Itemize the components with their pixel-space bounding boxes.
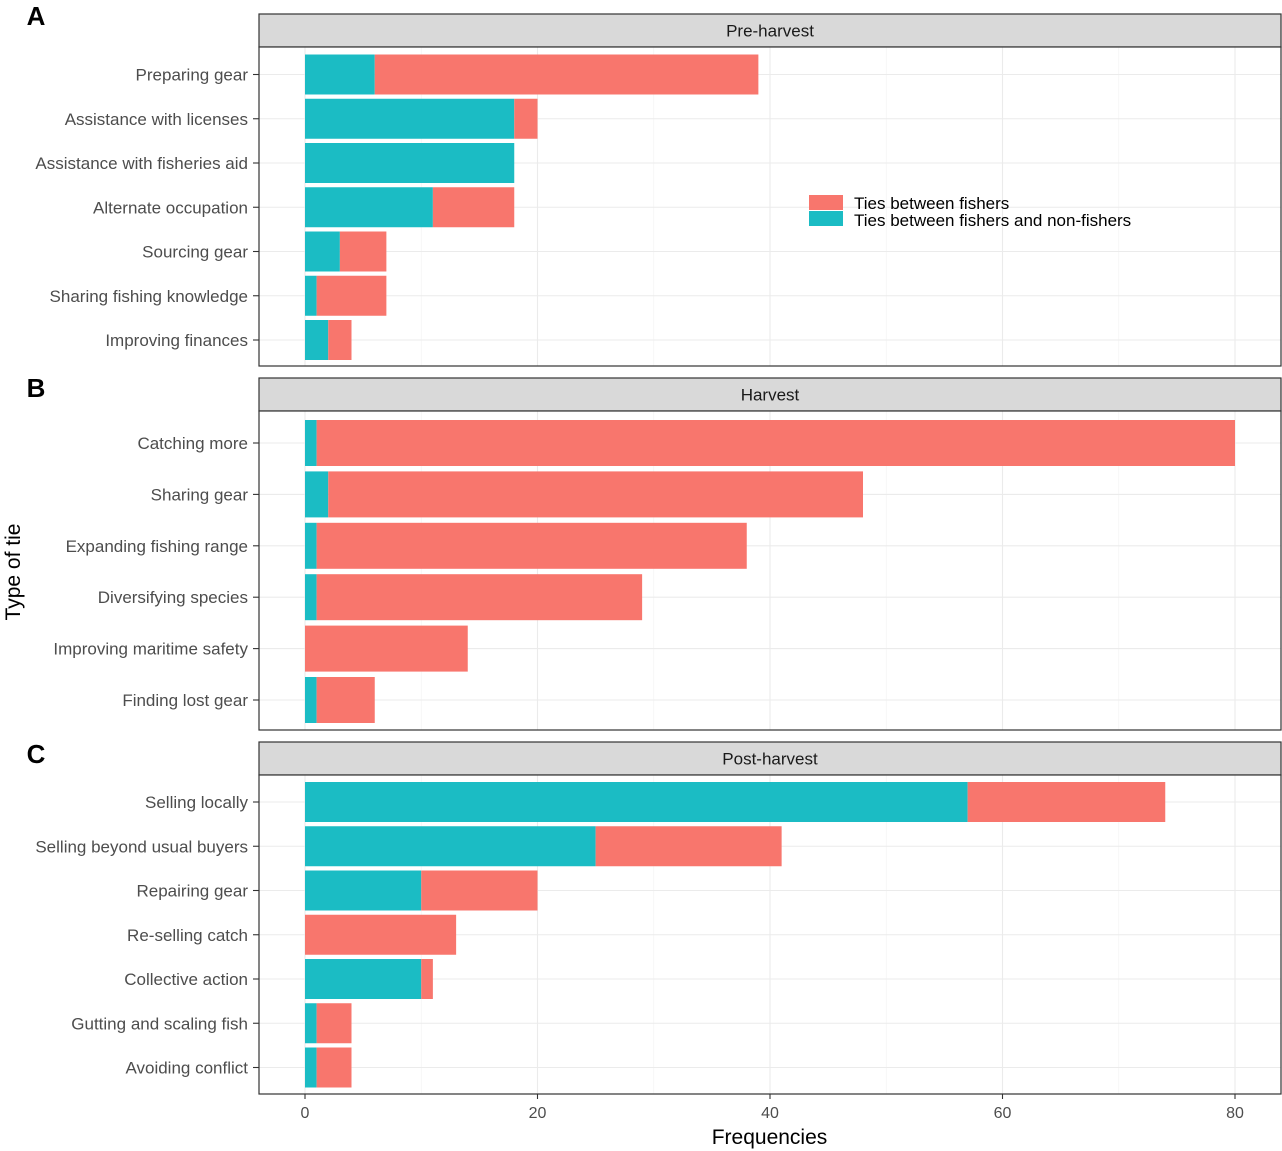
bar-segment (316, 1047, 352, 1088)
bars (305, 782, 1166, 1088)
panel-letter: C (27, 739, 46, 769)
category-label: Selling beyond usual buyers (35, 837, 248, 856)
bars (305, 54, 759, 360)
bar-segment (305, 625, 468, 672)
x-axis-title: Frequencies (712, 1126, 828, 1149)
bar-segment (305, 98, 515, 139)
bar-segment (432, 187, 515, 228)
facet-title: Post-harvest (722, 750, 818, 769)
panel-letter: B (27, 373, 46, 403)
bar-segment (305, 914, 457, 955)
category-label: Sourcing gear (142, 243, 248, 262)
bar-segment (316, 574, 643, 621)
category-label: Diversifying species (98, 588, 248, 607)
bar-segment (967, 782, 1166, 822)
category-label: Assistance with licenses (65, 110, 248, 129)
category-label: Re-selling catch (127, 926, 248, 945)
y-axis-title: Type of tie (2, 524, 25, 621)
bar-segment (305, 143, 515, 183)
category-label: Preparing gear (136, 66, 249, 85)
facet-title: Pre-harvest (726, 22, 814, 41)
bar-segment (305, 1047, 317, 1088)
category-label: Alternate occupation (93, 198, 248, 217)
bar-segment (305, 959, 422, 999)
bar-segment (374, 54, 759, 95)
category-label: Assistance with fisheries aid (35, 154, 248, 173)
panel-harvest: B Harvest Catching more Sharing gear Expandi… (27, 373, 1282, 731)
facet-strip (258, 13, 1282, 48)
bar-segment (421, 870, 538, 911)
category-label: Finding lost gear (122, 691, 248, 710)
bar-segment (305, 275, 317, 316)
bar-segment (328, 320, 352, 360)
panel-post-harvest: C Post-harvest Selling locally Selling beyo… (27, 739, 1282, 1095)
panel-border (258, 410, 1282, 731)
bar-segment (316, 522, 747, 569)
facet-title: Harvest (741, 386, 800, 405)
bar-segment (305, 320, 329, 360)
category-label: Improving finances (105, 331, 248, 350)
category-label: Selling locally (145, 793, 248, 812)
bar-segment (305, 574, 317, 621)
bar-segment (316, 420, 1235, 466)
category-label: Catching more (137, 434, 248, 453)
bar-segment (595, 826, 782, 867)
category-label: Repairing gear (136, 882, 248, 901)
x-tick-label: 20 (529, 1105, 547, 1122)
bar-segment (305, 870, 422, 911)
bar-segment (316, 1003, 352, 1044)
legend-label-fishers: Ties between fishers (854, 194, 1009, 213)
bar-segment (421, 959, 433, 999)
bar-segment (514, 98, 538, 139)
bar-segment (305, 471, 329, 518)
category-label: Avoiding conflict (125, 1059, 248, 1078)
legend-swatch-non-fishers (809, 211, 843, 226)
panel-pre-harvest: A Pre-harvest Preparing gear Assistance wit… (27, 1, 1282, 367)
bar-segment (305, 782, 968, 822)
x-tick-label: 80 (1226, 1105, 1244, 1122)
bar-segment (305, 677, 317, 723)
facet-strip (258, 741, 1282, 776)
category-label: Expanding fishing range (66, 537, 248, 556)
bar-segment (305, 420, 317, 466)
bar-segment (339, 231, 387, 272)
x-tick-label: 60 (994, 1105, 1012, 1122)
x-tick-label: 0 (301, 1105, 310, 1122)
panel-letter: A (27, 1, 46, 31)
legend: Ties between fishers Ties between fisher… (809, 194, 1131, 230)
bar-segment (305, 522, 317, 569)
category-label: Collective action (124, 970, 248, 989)
bar-segment (305, 1003, 317, 1044)
bar-segment (316, 677, 375, 723)
panel-border (258, 46, 1282, 367)
bar-segment (305, 826, 596, 867)
category-label: Sharing gear (151, 485, 249, 504)
x-tick-label: 40 (761, 1105, 779, 1122)
legend-swatch-fishers (809, 195, 843, 210)
bar-segment (316, 275, 387, 316)
bar-segment (305, 231, 340, 272)
bars (305, 420, 1235, 723)
legend-label-non-fishers: Ties between fishers and non-fishers (854, 211, 1131, 230)
bar-segment (328, 471, 863, 518)
category-label: Improving maritime safety (53, 640, 248, 659)
category-label: Sharing fishing knowledge (50, 287, 248, 306)
bar-segment (305, 187, 433, 228)
category-label: Gutting and scaling fish (71, 1014, 248, 1033)
bar-segment (305, 54, 375, 95)
